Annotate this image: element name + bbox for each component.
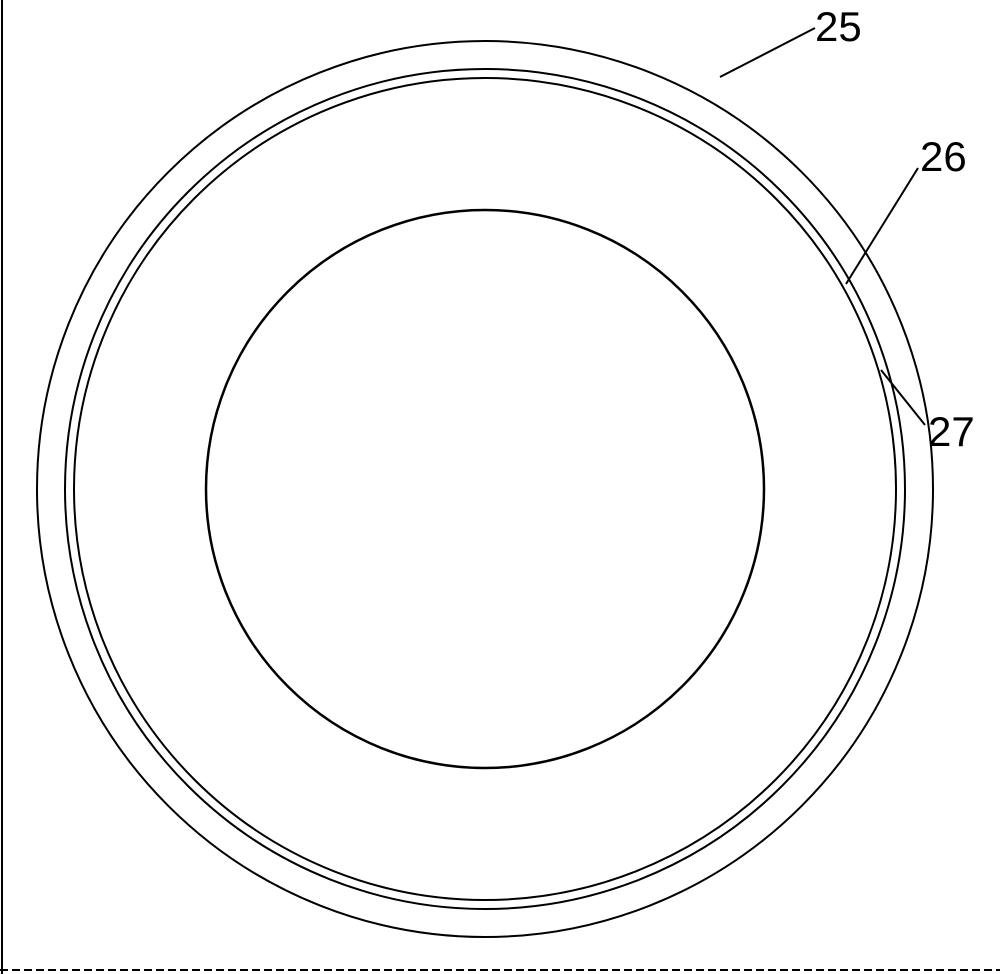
outer-circle	[37, 41, 933, 937]
inner-circle	[206, 210, 764, 768]
label-26: 26	[920, 133, 967, 181]
label-25: 25	[815, 3, 862, 51]
ring-inner-circle	[74, 78, 896, 900]
leader-line-25	[720, 28, 815, 77]
diagram-svg	[0, 0, 1000, 974]
leader-line-26	[846, 168, 918, 284]
technical-diagram: 25 26 27	[0, 0, 1000, 974]
ring-outer-circle	[65, 69, 905, 909]
label-27: 27	[928, 408, 975, 456]
